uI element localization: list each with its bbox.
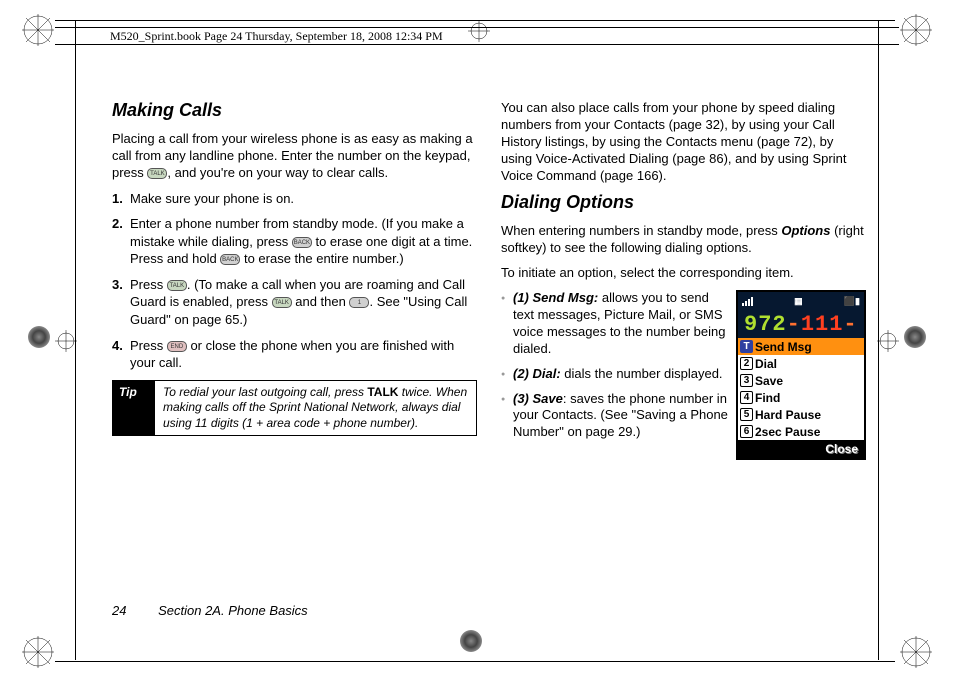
heading-dialing-options: Dialing Options <box>501 192 866 213</box>
phone-menu: TSend Msg 2Dial 3Save 4Find 5Hard Pause … <box>738 338 864 440</box>
option-save: (3) Save: saves the phone number in your… <box>513 391 728 442</box>
softkey-close[interactable]: Close <box>738 440 864 458</box>
step-1: 1.Make sure your phone is on. <box>130 190 477 208</box>
back-key-icon: BACK <box>220 254 240 265</box>
end-key-icon: END <box>167 341 187 352</box>
dialed-number: 972-111- <box>738 310 864 338</box>
step-4: 4. Press END or close the phone when you… <box>130 337 477 372</box>
menu-item-dial[interactable]: 2Dial <box>738 355 864 372</box>
menu-item-send-msg[interactable]: TSend Msg <box>738 338 864 355</box>
tip-body: To redial your last outgoing call, press… <box>155 381 476 436</box>
step-2: 2. Enter a phone number from standby mod… <box>130 215 477 268</box>
menu-item-save[interactable]: 3Save <box>738 372 864 389</box>
header-text: M520_Sprint.book Page 24 Thursday, Septe… <box>110 29 443 44</box>
menu-item-find[interactable]: 4Find <box>738 389 864 406</box>
status-icon: ▦ <box>794 296 803 307</box>
options-intro: When entering numbers in standby mode, p… <box>501 223 866 257</box>
left-column: Making Calls Placing a call from your wi… <box>112 100 477 592</box>
one-key-icon: 1 <box>349 297 369 308</box>
menu-item-2sec-pause[interactable]: 62sec Pause <box>738 423 864 440</box>
step-3: 3. Press TALK. (To make a call when you … <box>130 276 477 329</box>
options-text: (1) Send Msg: allows you to send text me… <box>501 290 728 460</box>
page-number: 24 <box>112 603 126 618</box>
talk-key-icon: TALK <box>147 168 167 179</box>
intro-para: Placing a call from your wireless phone … <box>112 131 477 182</box>
steps-list: 1.Make sure your phone is on. 2. Enter a… <box>112 190 477 372</box>
page-header: M520_Sprint.book Page 24 Thursday, Septe… <box>55 27 899 45</box>
right-column: You can also place calls from your phone… <box>501 100 866 592</box>
tip-box: Tip To redial your last outgoing call, p… <box>112 380 477 437</box>
options-wrap: (1) Send Msg: allows you to send text me… <box>501 290 866 460</box>
phone-status-bar: ▦ ⬛▮ <box>738 292 864 310</box>
signal-icon <box>742 297 753 306</box>
tip-label: Tip <box>113 381 155 436</box>
option-dial: (2) Dial: dials the number displayed. <box>513 366 728 383</box>
heading-making-calls: Making Calls <box>112 100 477 121</box>
back-key-icon: BACK <box>292 237 312 248</box>
speed-dial-para: You can also place calls from your phone… <box>501 100 866 184</box>
page-content: Making Calls Placing a call from your wi… <box>112 100 866 592</box>
page-footer: 24 Section 2A. Phone Basics <box>112 603 308 618</box>
talk-key-icon: TALK <box>272 297 292 308</box>
section-title: Section 2A. Phone Basics <box>158 603 308 618</box>
options-list: (1) Send Msg: allows you to send text me… <box>501 290 728 441</box>
battery-icon: ⬛▮ <box>844 296 860 307</box>
option-send-msg: (1) Send Msg: allows you to send text me… <box>513 290 728 358</box>
initiate-para: To initiate an option, select the corres… <box>501 265 866 282</box>
talk-key-icon: TALK <box>167 280 187 291</box>
phone-screenshot: ▦ ⬛▮ 972-111- TSend Msg 2Dial 3Save 4Fin… <box>736 290 866 460</box>
menu-item-hard-pause[interactable]: 5Hard Pause <box>738 406 864 423</box>
